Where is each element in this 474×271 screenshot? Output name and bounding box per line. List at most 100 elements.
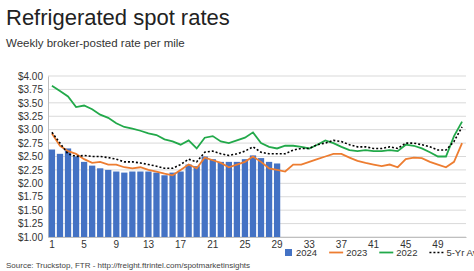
source: Source: Truckstop, FTR - http://freight.… bbox=[6, 261, 250, 270]
bar bbox=[274, 163, 280, 237]
x-tick-label: 41 bbox=[368, 239, 380, 250]
bar bbox=[153, 173, 159, 237]
legend-swatch bbox=[285, 249, 292, 256]
y-axis: $1.00 $1.25 $1.50 $1.75 $2.00 $2.25 $2.50 $2.75… bbox=[18, 71, 49, 243]
x-tick-label: 1 bbox=[49, 239, 55, 250]
x-tick: 21 bbox=[207, 237, 219, 250]
y-tick: $2.25 bbox=[18, 165, 48, 176]
x-tick-label: 17 bbox=[175, 239, 187, 250]
y-tick-label: $2.50 bbox=[18, 151, 43, 162]
y-tick: $3.75 bbox=[18, 84, 48, 95]
grid-line bbox=[48, 129, 466, 130]
y-tick: $1.75 bbox=[18, 191, 48, 202]
bar bbox=[145, 172, 151, 237]
grid-line bbox=[48, 156, 466, 157]
y-tick: $2.00 bbox=[18, 178, 48, 189]
y-tick: $2.75 bbox=[18, 138, 48, 149]
bar bbox=[121, 173, 127, 237]
y-tick: $1.25 bbox=[18, 218, 48, 229]
y-tick: $3.50 bbox=[18, 98, 48, 109]
x-tick: 13 bbox=[143, 237, 155, 250]
bar bbox=[226, 162, 232, 237]
x-tick: 29 bbox=[272, 237, 284, 250]
y-tick-label: $1.00 bbox=[18, 232, 43, 243]
legend-label: 5-Yr Avg bbox=[446, 247, 474, 258]
bar bbox=[218, 162, 224, 237]
grid-line bbox=[48, 76, 466, 77]
legend-label: 2024 bbox=[296, 247, 317, 258]
legend-swatch bbox=[429, 252, 443, 254]
bar bbox=[202, 157, 208, 238]
y-tick-label: $2.75 bbox=[18, 138, 43, 149]
y-tick: $4.00 bbox=[18, 71, 48, 82]
y-tick-label: $3.50 bbox=[18, 98, 43, 109]
x-axis-line bbox=[49, 237, 467, 238]
y-tick: $1.00 bbox=[18, 232, 48, 243]
legend-item: 2022 bbox=[379, 247, 417, 258]
x-tick-label: 25 bbox=[239, 239, 251, 250]
x-tick-label: 21 bbox=[207, 239, 219, 250]
legend-swatch bbox=[379, 252, 393, 254]
x-tick-label: 29 bbox=[272, 239, 284, 250]
y-tick: $3.25 bbox=[18, 111, 48, 122]
y-tick: $2.50 bbox=[18, 151, 48, 162]
y-tick-label: $1.75 bbox=[18, 191, 43, 202]
bar bbox=[97, 168, 103, 237]
x-tick: 41 bbox=[368, 237, 380, 250]
grid-line bbox=[48, 89, 466, 90]
bar bbox=[210, 159, 216, 237]
bar bbox=[169, 173, 175, 237]
plot-area bbox=[49, 86, 462, 237]
bar bbox=[161, 175, 167, 237]
bar bbox=[137, 172, 143, 237]
x-tick: 9 bbox=[113, 237, 119, 250]
legend-item: 5-Yr Avg bbox=[429, 247, 474, 258]
bar bbox=[49, 150, 55, 237]
x-tick-label: 5 bbox=[81, 239, 87, 250]
x-tick: 1 bbox=[49, 237, 55, 250]
legend-item: 2023 bbox=[329, 247, 367, 258]
title: Refrigerated spot rates bbox=[6, 5, 230, 30]
grid-line bbox=[48, 102, 466, 103]
legend-label: 2023 bbox=[346, 247, 367, 258]
x-tick-label: 9 bbox=[113, 239, 119, 250]
chart: Refrigerated spot rates Weekly broker-pos… bbox=[0, 0, 474, 271]
bar bbox=[242, 159, 248, 237]
line bbox=[52, 133, 462, 175]
x-tick: 17 bbox=[175, 237, 187, 250]
line bbox=[52, 127, 462, 168]
bar bbox=[186, 165, 192, 237]
bar bbox=[194, 166, 200, 237]
bar bbox=[57, 154, 63, 237]
y-tick-label: $2.25 bbox=[18, 165, 43, 176]
legend: 2024 2023 2022 5-Yr Avg bbox=[285, 247, 474, 258]
legend-label: 2022 bbox=[396, 247, 417, 258]
bar bbox=[73, 157, 79, 238]
bar bbox=[266, 162, 272, 237]
y-tick-label: $1.25 bbox=[18, 218, 43, 229]
x-tick: 5 bbox=[81, 237, 87, 250]
y-tick-label: $3.75 bbox=[18, 84, 43, 95]
x-tick: 25 bbox=[239, 237, 251, 250]
legend-item: 2024 bbox=[285, 247, 317, 258]
y-tick-label: $1.50 bbox=[18, 205, 43, 216]
bar bbox=[177, 172, 183, 237]
y-tick-label: $3.00 bbox=[18, 124, 43, 135]
y-tick-label: $4.00 bbox=[18, 71, 43, 82]
grid-line bbox=[48, 143, 466, 144]
bar bbox=[250, 155, 256, 237]
y-tick-label: $2.00 bbox=[18, 178, 43, 189]
x-tick: 49 bbox=[432, 237, 444, 250]
grid bbox=[48, 76, 466, 237]
bar bbox=[105, 170, 111, 237]
subtitle: Weekly broker-posted rate per mile bbox=[6, 37, 185, 49]
bar bbox=[113, 172, 119, 237]
bar bbox=[81, 162, 87, 237]
y-tick: $1.50 bbox=[18, 205, 48, 216]
bar bbox=[129, 172, 135, 237]
legend-swatch bbox=[329, 252, 343, 254]
x-tick-label: 13 bbox=[143, 239, 155, 250]
x-tick-label: 49 bbox=[432, 239, 444, 250]
bar bbox=[258, 158, 264, 237]
y-tick-label: $3.25 bbox=[18, 111, 43, 122]
